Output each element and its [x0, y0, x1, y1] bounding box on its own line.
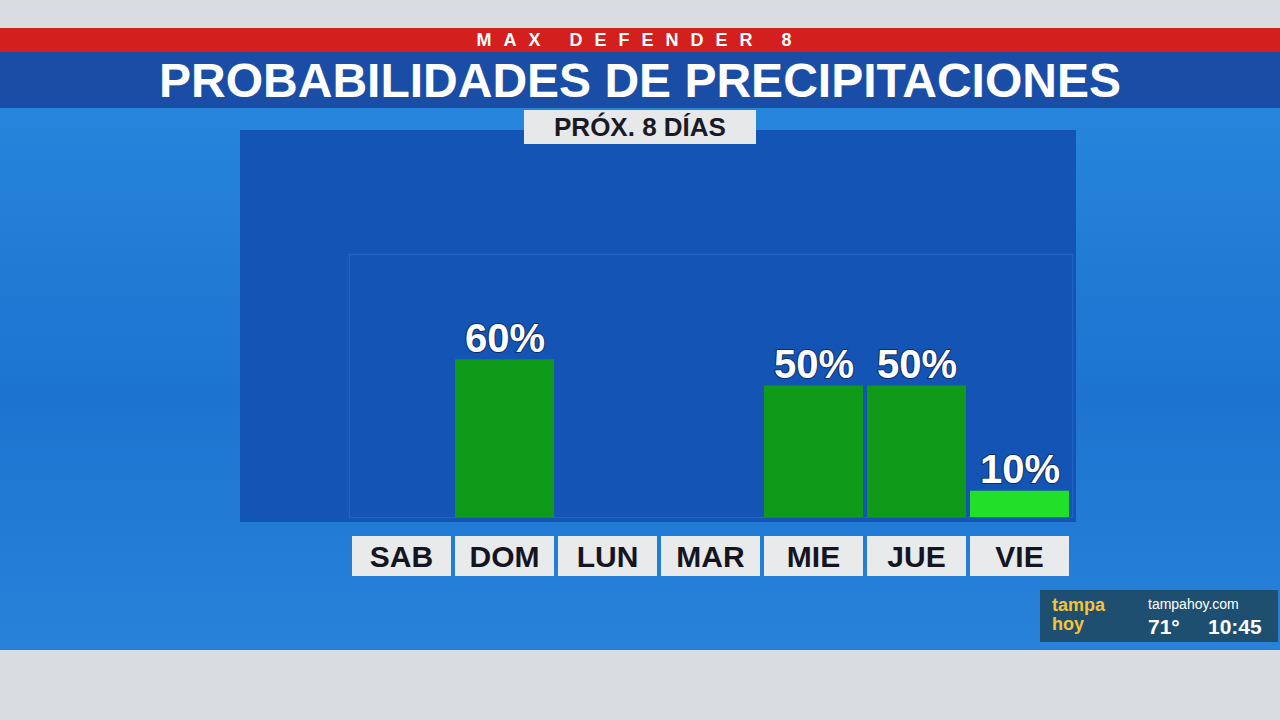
html-text:MIE: MIE: [786, 540, 841, 573]
svg-text:50%: 50%: [877, 342, 957, 386]
html-text:PRÓX. 8 DÍAS: PRÓX. 8 DÍAS: [554, 112, 726, 142]
html-text:JUE: JUE: [887, 540, 946, 573]
html-text:VIE: VIE: [995, 540, 1044, 573]
html-text:SAB: SAB: [369, 540, 434, 573]
html-text:MAX DEFENDER 8: MAX DEFENDER 8: [476, 30, 804, 50]
html-text:DOM: DOM: [469, 540, 540, 573]
html-text:tampa hoy: tampa hoy: [1052, 595, 1105, 634]
html-text:MAR: MAR: [676, 540, 745, 573]
html-text:71°: 71°: [1148, 615, 1180, 638]
svg-text:60%: 60%: [465, 316, 545, 360]
html-text:10:45: 10:45: [1208, 615, 1262, 638]
html-text:PROBABILIDADES DE PRECIPITACIO: PROBABILIDADES DE PRECIPITACIONES: [159, 54, 1121, 107]
html-text:LUN: LUN: [576, 540, 639, 573]
svg-text:10%: 10%: [980, 447, 1060, 491]
html-text:tampahoy.com: tampahoy.com: [1148, 596, 1239, 612]
svg-text:50%: 50%: [774, 342, 854, 386]
